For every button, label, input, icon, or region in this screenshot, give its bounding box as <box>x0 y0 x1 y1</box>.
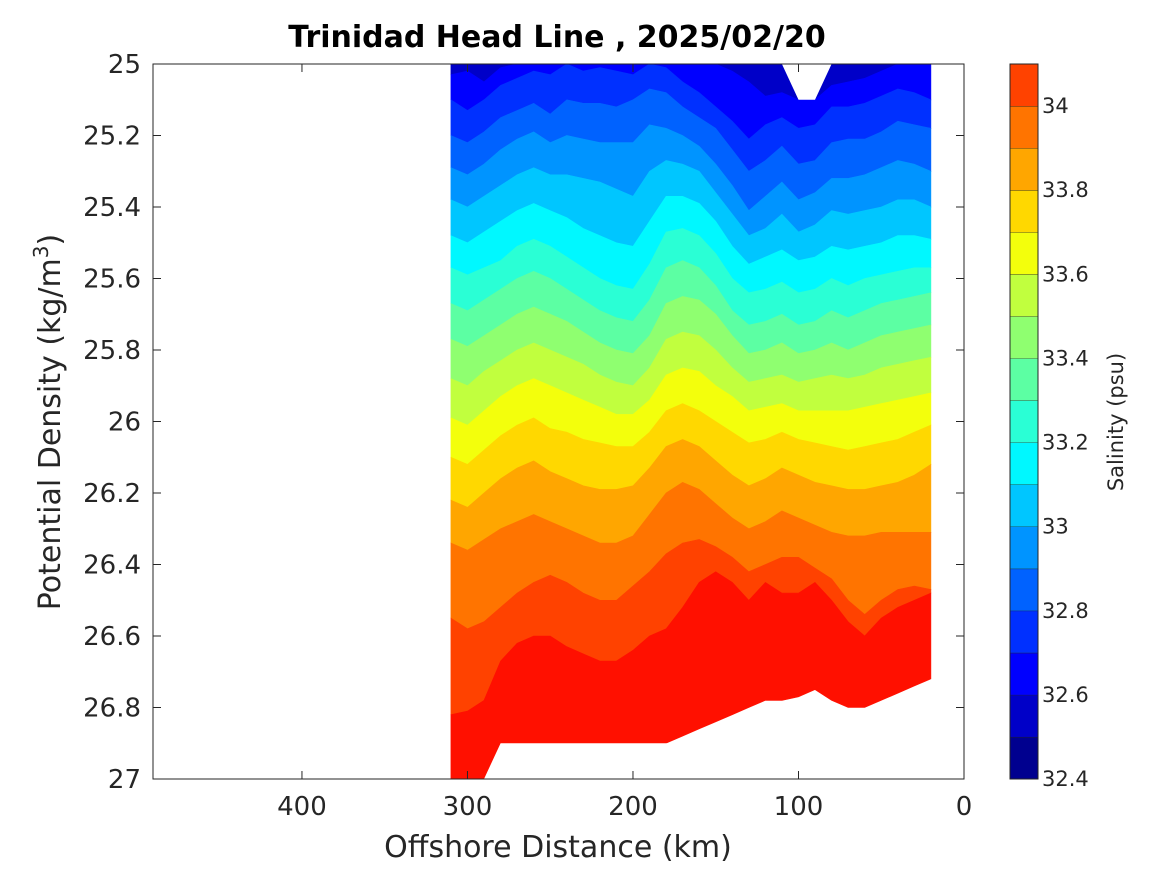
colorbar-segment <box>1010 568 1038 611</box>
chart-title: Trinidad Head Line , 2025/02/20 <box>288 20 825 55</box>
y-tick-label: 25 <box>108 50 141 80</box>
data-gap-mask <box>484 64 931 779</box>
y-axis-ticks: 25 25.2 25.4 25.6 25.8 26 26.2 26.4 26.6 26.8 27 <box>83 50 964 795</box>
x-axis-label: Offshore Distance (km) <box>384 830 732 865</box>
colorbar-segment <box>1010 148 1038 191</box>
colorbar-segment <box>1010 64 1038 107</box>
y-tick-label: 25.4 <box>83 193 141 223</box>
colorbar-frame <box>1009 63 1039 780</box>
y-axis-label: Potential Density (kg/m3) <box>29 234 68 610</box>
x-axis-ticks: 400 300 200 100 0 <box>277 64 972 822</box>
y-tick-label: 26.8 <box>83 694 141 724</box>
colorbar-tick-label: 33.4 <box>1042 346 1089 370</box>
colorbar-segment <box>1010 274 1038 317</box>
colorbar-segment <box>1010 358 1038 401</box>
x-tick-label: 300 <box>443 792 493 822</box>
colorbar-tick-label: 32.6 <box>1042 683 1089 707</box>
surface-no-data-gap <box>781 64 832 100</box>
colorbar-segment <box>1010 442 1038 485</box>
colorbar-segment <box>1010 400 1038 443</box>
colorbar-segment <box>1010 106 1038 149</box>
colorbar-segment <box>1010 232 1038 275</box>
deep-no-data-gap <box>484 678 931 779</box>
x-tick-label: 400 <box>277 792 327 822</box>
colorbar-segment <box>1010 610 1038 653</box>
colorbar-tick-label: 32.8 <box>1042 599 1089 623</box>
colorbar: 32.4 32.6 32.8 33 33.2 33.4 33.6 33.8 34 <box>1009 63 1089 791</box>
colorbar-segment <box>1010 736 1038 779</box>
colorbar-tick-label: 33.6 <box>1042 262 1089 286</box>
y-tick-label: 25.8 <box>83 336 141 366</box>
y-axis-label-end: ) <box>33 234 68 246</box>
x-tick-label: 0 <box>956 792 973 822</box>
colorbar-tick-label: 34 <box>1042 94 1069 118</box>
colorbar-segment <box>1010 316 1038 359</box>
y-tick-label: 27 <box>108 765 141 795</box>
y-tick-label: 26 <box>108 408 141 438</box>
colorbar-segment <box>1010 484 1038 527</box>
x-tick-label: 200 <box>608 792 658 822</box>
y-axis-label-main: Potential Density (kg/m <box>33 258 68 610</box>
y-tick-label: 26.4 <box>83 551 141 581</box>
y-tick-label: 26.6 <box>83 622 141 652</box>
colorbar-tick-label: 33.2 <box>1042 431 1089 455</box>
colorbar-label: Salinity (psu) <box>1104 353 1128 491</box>
colorbar-segment <box>1010 694 1038 737</box>
colorbar-tick-label: 32.4 <box>1042 767 1089 791</box>
y-axis-label-superscript: 3 <box>29 245 53 258</box>
x-tick-label: 100 <box>774 792 824 822</box>
contour-fill-layer <box>450 63 932 780</box>
y-tick-label: 26.2 <box>83 479 141 509</box>
y-tick-label: 25.6 <box>83 265 141 295</box>
colorbar-segment <box>1010 190 1038 233</box>
colorbar-segment <box>1010 526 1038 569</box>
colorbar-segment <box>1010 652 1038 695</box>
colorbar-tick-label: 33.8 <box>1042 178 1089 202</box>
y-tick-label: 25.2 <box>83 122 141 152</box>
colorbar-tick-label: 33 <box>1042 515 1069 539</box>
